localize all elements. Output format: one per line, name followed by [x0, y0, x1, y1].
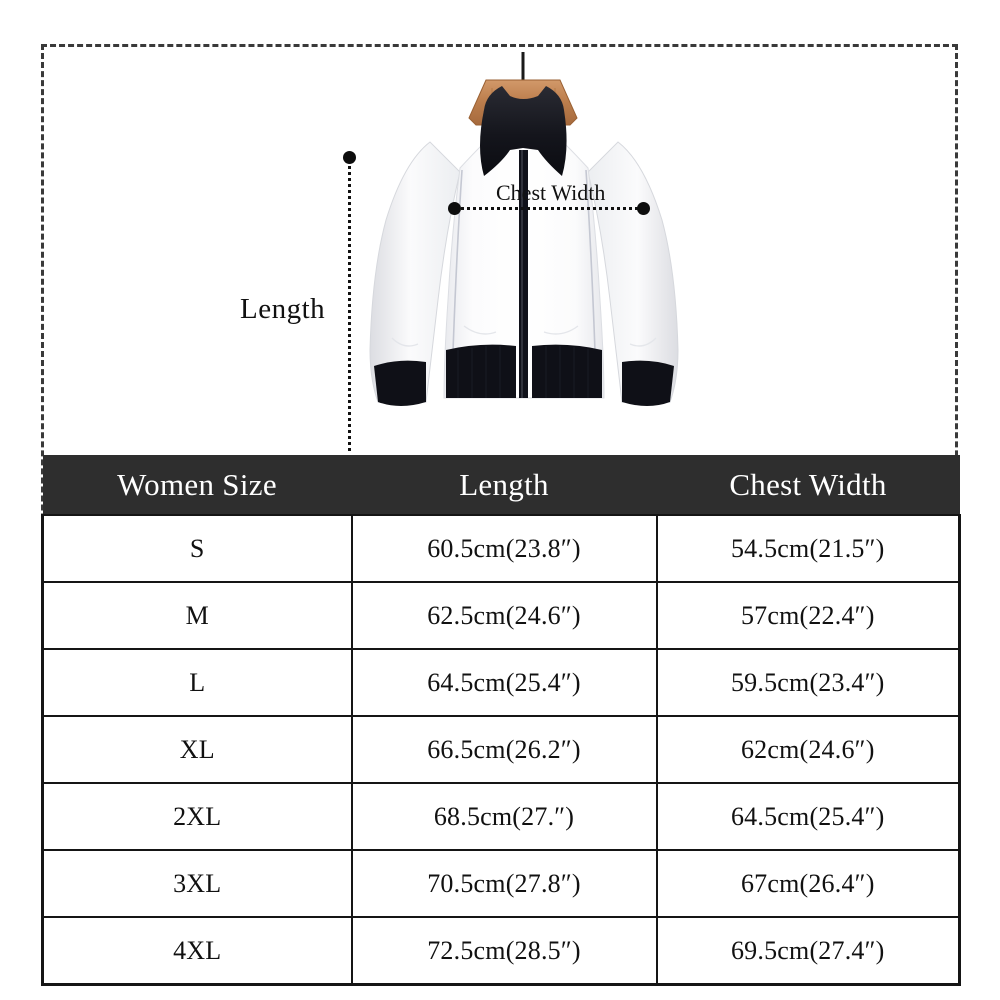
size-chart-table: Women Size Length Chest Width S 60.5cm(23… [41, 455, 961, 986]
length-cell: 72.5cm(28.5″) [350, 916, 658, 986]
table-row: 2XL 68.5cm(27.″) 64.5cm(25.4″) [41, 782, 961, 851]
garment-illustration: Length Chest Width [44, 47, 955, 453]
chest-width-cell: 64.5cm(25.4″) [655, 782, 961, 851]
length-cell: 64.5cm(25.4″) [350, 648, 658, 717]
chest-width-cell: 54.5cm(21.5″) [655, 514, 961, 583]
length-cell: 68.5cm(27.″) [350, 782, 658, 851]
size-cell: 2XL [41, 782, 353, 851]
length-cell: 66.5cm(26.2″) [350, 715, 658, 784]
length-measure-line [348, 159, 351, 453]
table-header: Women Size Length Chest Width [42, 455, 960, 515]
chest-width-cell: 62cm(24.6″) [655, 715, 961, 784]
size-cell: 4XL [41, 916, 353, 986]
chest-width-measure-label: Chest Width [496, 180, 606, 205]
table-body: S 60.5cm(23.8″) 54.5cm(21.5″) M 62.5cm(24.6″… [41, 514, 961, 986]
table-row: L 64.5cm(25.4″) 59.5cm(23.4″) [41, 648, 961, 717]
length-cell: 70.5cm(27.8″) [350, 849, 658, 918]
jacket-illustration [369, 52, 679, 406]
size-cell: L [41, 648, 353, 717]
size-cell: XL [41, 715, 353, 784]
chest-width-cell: 69.5cm(27.4″) [655, 916, 961, 986]
table-header-row: Women Size Length Chest Width [42, 455, 960, 515]
table-row: 4XL 72.5cm(28.5″) 69.5cm(27.4″) [41, 916, 961, 986]
chest-width-cell: 67cm(26.4″) [655, 849, 961, 918]
table-row: S 60.5cm(23.8″) 54.5cm(21.5″) [41, 514, 961, 583]
table-row: M 62.5cm(24.6″) 57cm(22.4″) [41, 581, 961, 650]
chest-width-cell: 57cm(22.4″) [655, 581, 961, 650]
chest-endpoint-right-dot [637, 202, 650, 215]
chest-endpoint-left-dot [448, 202, 461, 215]
length-endpoint-top-dot [343, 151, 356, 164]
size-cell: M [41, 581, 353, 650]
column-header-chest: Chest Width [656, 455, 960, 515]
size-cell: 3XL [41, 849, 353, 918]
column-header-length: Length [351, 455, 657, 515]
chest-width-measure-line [456, 207, 644, 210]
length-cell: 62.5cm(24.6″) [350, 581, 658, 650]
length-measure-label: Length [240, 293, 326, 325]
size-cell: S [41, 514, 353, 583]
table-row: XL 66.5cm(26.2″) 62cm(24.6″) [41, 715, 961, 784]
table-row: 3XL 70.5cm(27.8″) 67cm(26.4″) [41, 849, 961, 918]
chest-width-cell: 59.5cm(23.4″) [655, 648, 961, 717]
column-header-size: Women Size [42, 455, 352, 515]
length-cell: 60.5cm(23.8″) [350, 514, 658, 583]
